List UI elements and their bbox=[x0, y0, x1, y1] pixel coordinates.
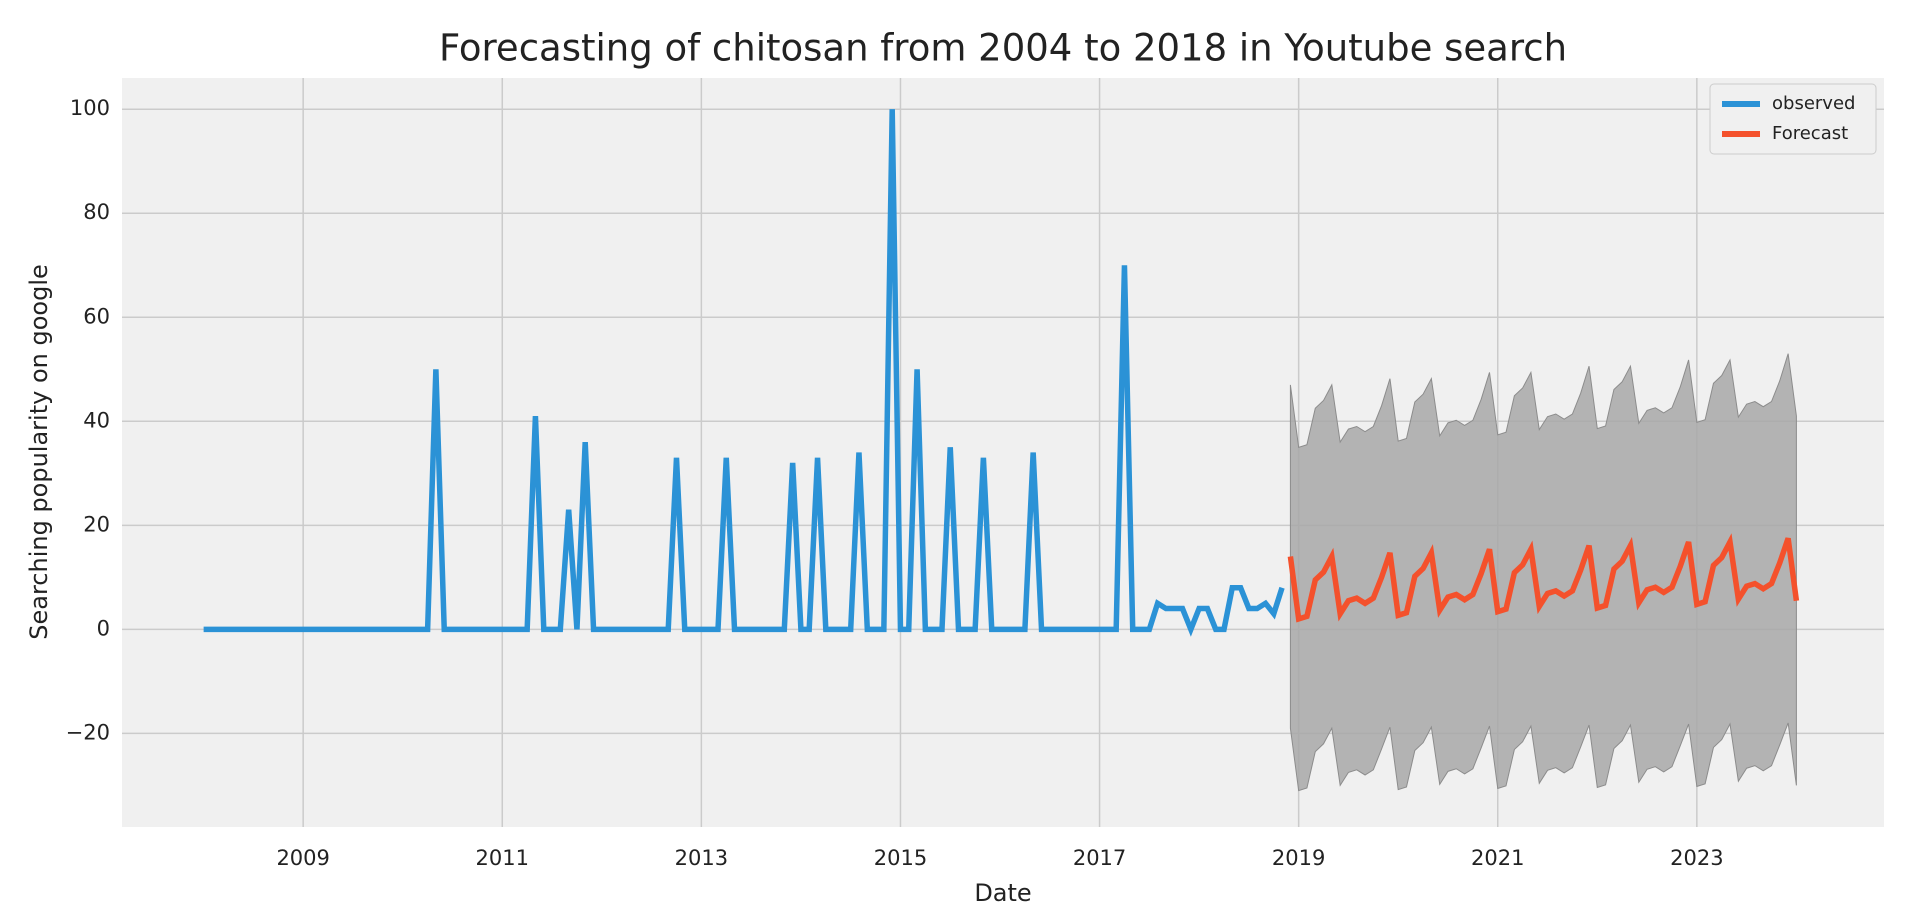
x-tick-label: 2011 bbox=[476, 846, 529, 870]
x-tick-label: 2021 bbox=[1471, 846, 1524, 870]
x-tick-label: 2013 bbox=[675, 846, 728, 870]
confidence-band bbox=[1289, 353, 1797, 792]
x-tick-label: 2009 bbox=[276, 846, 329, 870]
x-tick-label: 2023 bbox=[1670, 846, 1723, 870]
series-line bbox=[1287, 533, 1800, 623]
legend-label: Forecast bbox=[1772, 123, 1848, 144]
y-tick-label: 0 bbox=[97, 616, 110, 640]
chart-title: Forecasting of chitosan from 2004 to 201… bbox=[439, 27, 1567, 70]
y-tick-label: 80 bbox=[83, 200, 110, 224]
y-tick-label: 100 bbox=[70, 96, 110, 120]
y-tick-label: 20 bbox=[83, 512, 110, 536]
legend-label: observed bbox=[1772, 93, 1855, 114]
legend: observed Forecast bbox=[1709, 83, 1877, 155]
marks bbox=[203, 109, 1800, 792]
x-tick-label: 2019 bbox=[1272, 846, 1325, 870]
y-axis-label: Searching popularity on google bbox=[25, 264, 53, 640]
y-tick-label: 40 bbox=[83, 408, 110, 432]
x-tick-label: 2017 bbox=[1073, 846, 1126, 870]
y-tick-label: −20 bbox=[66, 720, 110, 744]
series-line bbox=[203, 109, 1285, 637]
y-tick-label: 60 bbox=[83, 304, 110, 328]
x-axis-label: Date bbox=[974, 879, 1031, 907]
x-tick-label: 2015 bbox=[874, 846, 927, 870]
